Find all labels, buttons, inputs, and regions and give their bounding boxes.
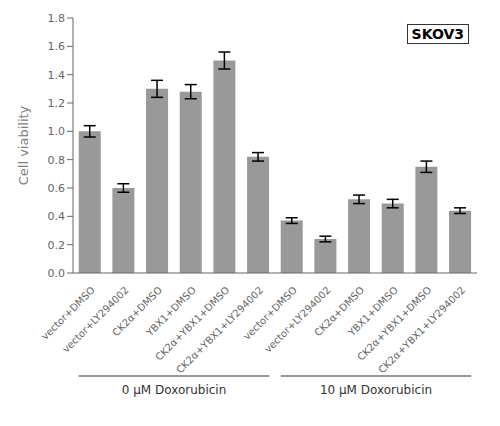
svg-text:CK2α+YBX1+LY294002: CK2α+YBX1+LY294002 xyxy=(174,284,266,376)
svg-text:0.6: 0.6 xyxy=(48,182,66,195)
svg-text:0.0: 0.0 xyxy=(48,267,66,280)
svg-text:10 μM Doxorubicin: 10 μM Doxorubicin xyxy=(320,383,432,397)
svg-text:1.6: 1.6 xyxy=(48,40,66,53)
svg-text:1.4: 1.4 xyxy=(48,69,66,82)
svg-text:CK2α+YBX1+LY294002: CK2α+YBX1+LY294002 xyxy=(376,284,467,375)
svg-text:0.8: 0.8 xyxy=(48,154,66,167)
svg-text:vector+LY294002: vector+LY294002 xyxy=(262,284,333,355)
svg-text:CK2α+YBX1+DMSO: CK2α+YBX1+DMSO xyxy=(355,284,434,363)
svg-text:1.8: 1.8 xyxy=(48,12,66,25)
svg-text:1.2: 1.2 xyxy=(48,97,66,110)
svg-text:YBX1+DMSO: YBX1+DMSO xyxy=(144,284,198,339)
svg-text:vector+LY294002: vector+LY294002 xyxy=(60,284,131,355)
svg-text:1.0: 1.0 xyxy=(48,125,66,138)
svg-text:vector+DMSO: vector+DMSO xyxy=(39,284,97,342)
svg-text:vector+DMSO: vector+DMSO xyxy=(241,284,299,342)
svg-text:CK2α+DMSO: CK2α+DMSO xyxy=(312,284,367,339)
html-text:SKOV3: SKOV3 xyxy=(411,26,464,42)
svg-text:0.2: 0.2 xyxy=(48,239,66,252)
svg-text:0.4: 0.4 xyxy=(48,210,66,223)
svg-text:0 μM Doxorubicin: 0 μM Doxorubicin xyxy=(122,383,227,397)
svg-text:CK2α+DMSO: CK2α+DMSO xyxy=(110,284,165,339)
svg-text:YBX1+DMSO: YBX1+DMSO xyxy=(346,284,400,339)
svg-text:Cell viability: Cell viability xyxy=(16,105,31,185)
svg-text:CK2α+YBX1+DMSO: CK2α+YBX1+DMSO xyxy=(153,284,232,363)
